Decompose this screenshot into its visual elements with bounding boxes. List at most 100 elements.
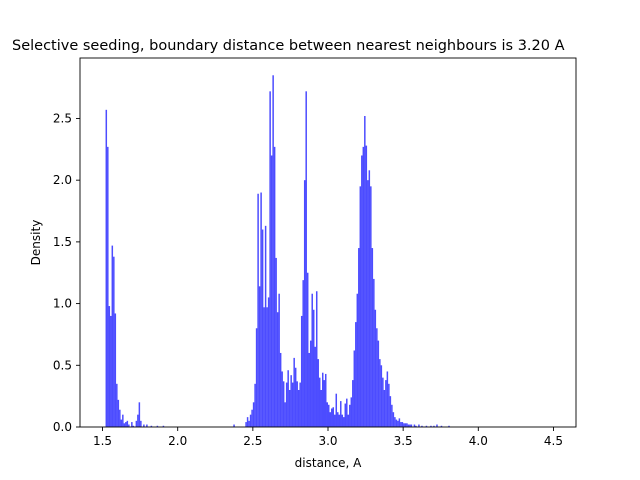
histogram-bar [251,409,253,427]
histogram-bar [368,170,371,428]
histogram-bar [266,307,268,427]
histogram-bar [401,422,404,427]
histogram-bar [376,328,378,427]
histogram-bar [293,357,295,427]
histogram-bar [394,417,396,427]
bars-group [105,75,450,428]
histogram-bar [264,225,267,427]
y-axis: 0.0 0.5 1.0 1.5 2.0 2.5 [53,111,80,434]
histogram-bar [334,414,336,427]
histogram-bar [315,291,318,427]
histogram-bar [326,402,328,427]
histogram-bar [107,146,109,428]
x-axis: 1.5 2.0 2.5 3.0 3.5 4.0 4.5 [93,427,563,448]
histogram-bar [425,425,428,427]
x-tick-label: 2.0 [168,434,187,448]
histogram-bar [120,419,123,427]
histogram-bar [364,116,366,427]
histogram-bar [407,424,410,427]
histogram-bar [140,420,142,427]
histogram-bar [275,257,277,427]
histogram-bar [276,312,279,427]
histogram-bar [382,377,384,427]
histogram-bar [123,423,126,427]
histogram-bar [233,424,235,427]
histogram-bar [125,422,127,427]
histogram-bar [290,375,292,427]
histogram-bar [138,402,141,427]
y-tick-label: 0.5 [53,358,72,372]
histogram-bar [314,346,316,427]
histogram-bar [392,412,395,427]
histogram-bar [421,425,423,427]
histogram-bar [126,420,129,427]
histogram-bar [245,422,247,427]
histogram-bar [284,402,286,427]
histogram-bar [246,417,249,427]
histogram-bar [398,418,401,427]
histogram-bar [370,186,372,427]
histogram-bar [309,340,312,427]
histogram-bar [403,423,405,427]
histogram-bar [418,424,420,427]
histogram-bar [350,397,353,427]
histogram-bar [300,315,303,427]
histogram-bar [430,425,432,427]
histogram-bar [341,414,344,427]
histogram-bar [254,383,256,427]
histogram-bar [346,398,348,427]
histogram-bar [358,248,360,427]
histogram-bar [117,399,120,427]
histogram-bar [252,402,255,427]
histogram-bar [318,377,321,427]
x-axis-label: distance, A [295,456,362,470]
histogram-bar [380,365,383,427]
histogram-bar [137,414,139,427]
histogram-bar [379,359,381,427]
histogram-bar [321,372,324,427]
histogram-bar [296,381,298,427]
histogram-bar [110,315,112,427]
histogram-bar [278,293,280,427]
histogram-bar [263,307,265,427]
histogram-bar [406,423,408,427]
histogram-bar [306,272,309,427]
x-tick-label: 2.5 [243,434,262,448]
histogram-bar [272,75,274,427]
histogram-bar [371,248,374,427]
histogram-bar [352,380,354,427]
chart-title: Selective seeding, boundary distance bet… [12,38,565,54]
histogram-bar [255,328,258,427]
histogram-bar [294,367,297,427]
histogram-bar [308,352,310,427]
histogram-bar [324,373,327,427]
histogram-bar [340,401,342,427]
histogram-bar [404,423,407,427]
histogram-bar [415,425,417,427]
histogram-bar [273,146,276,428]
histogram-bar [373,278,375,427]
histogram-bar [299,382,301,427]
histogram-bar [116,383,118,427]
histogram-bar [328,404,330,427]
histogram-bar [302,280,304,427]
histogram-bar [297,389,300,427]
histogram-bar [356,293,359,427]
histogram-bar [413,424,416,427]
histogram-bar [391,404,393,427]
histogram-bar [291,382,294,427]
histogram-bar [323,380,325,427]
histogram-bar [386,371,389,427]
x-tick-label: 4.0 [469,434,488,448]
histogram-bar [279,352,282,427]
x-tick-label: 4.5 [544,434,563,448]
histogram-bar [257,193,259,427]
histogram-bar [335,393,338,427]
histogram-bar [377,340,380,427]
histogram-bar [365,145,368,427]
histogram-bar [131,422,133,427]
y-tick-label: 1.5 [53,235,72,249]
histogram-bar [448,425,450,427]
histogram-bar [383,389,386,427]
